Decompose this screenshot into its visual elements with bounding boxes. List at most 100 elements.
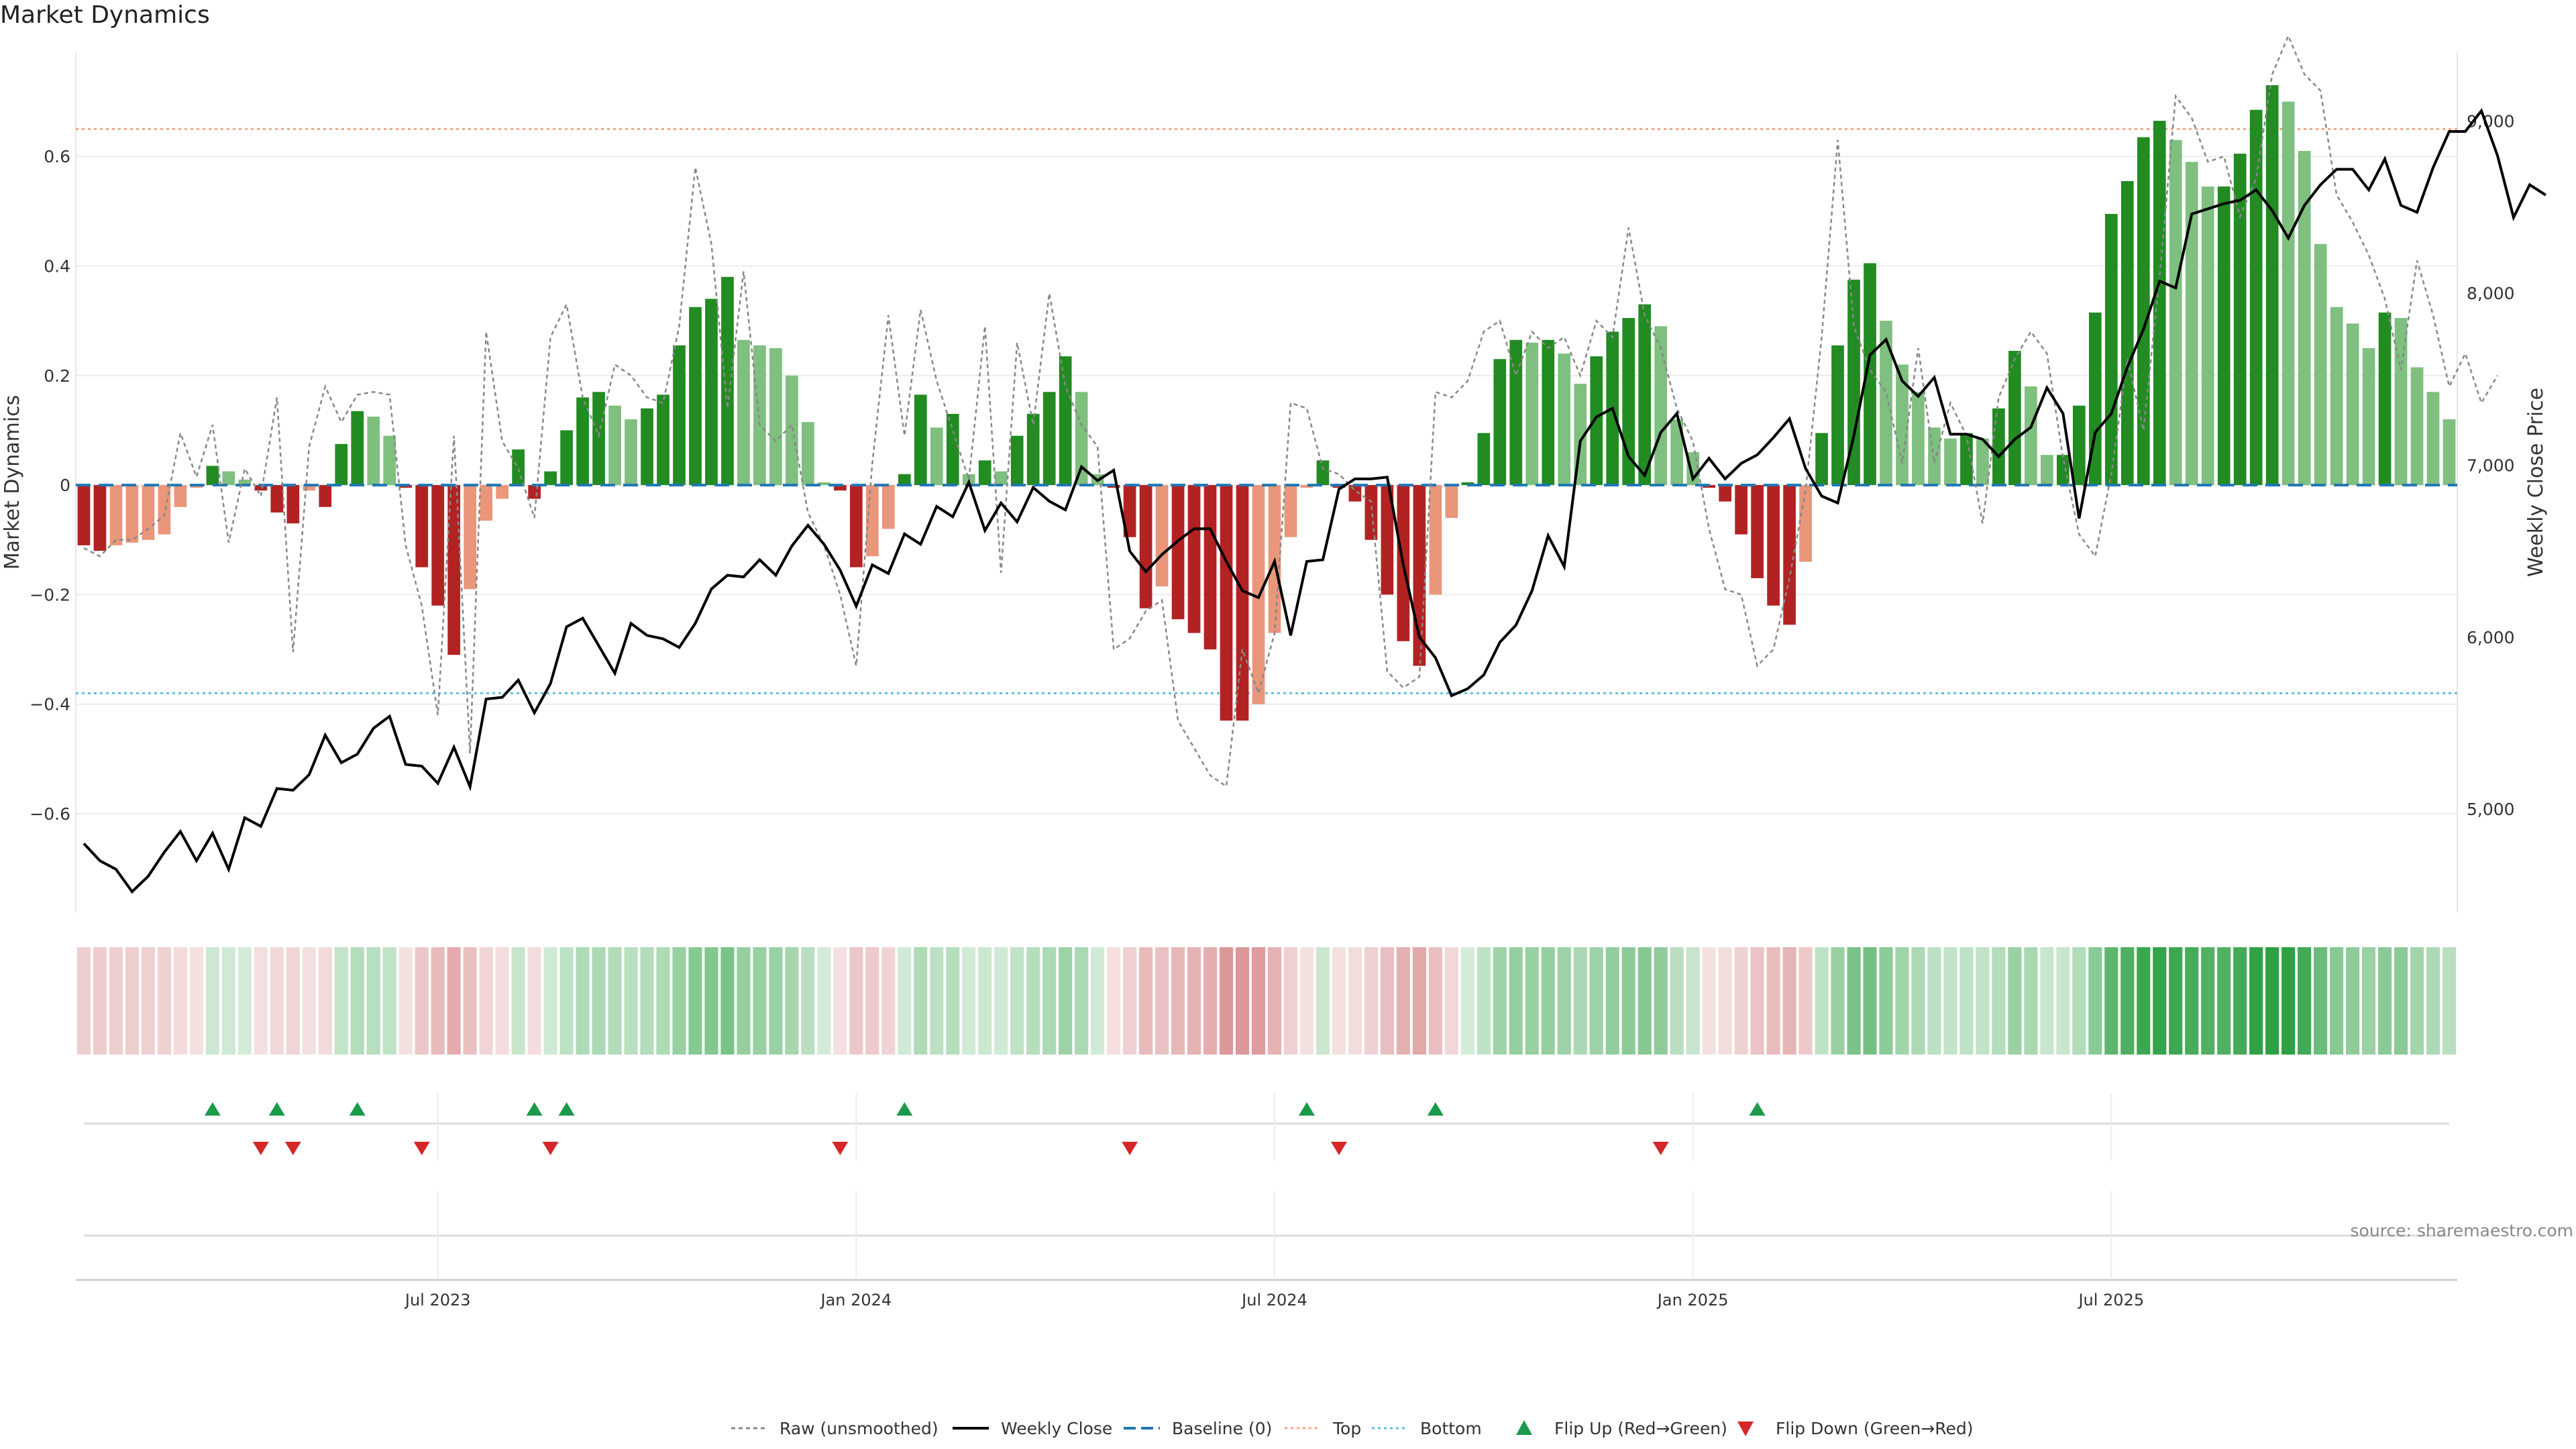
strip-cell [1831, 947, 1845, 1055]
bar [303, 485, 316, 491]
bar [174, 485, 187, 507]
bar [865, 485, 879, 557]
bar [2378, 312, 2392, 486]
strip-cell [1203, 947, 1218, 1055]
bar [2121, 180, 2134, 486]
strip-cell [1412, 947, 1426, 1055]
strip-cell [1091, 947, 1105, 1055]
strip-cell [559, 947, 574, 1055]
x-tick-label: Jul 2023 [404, 1291, 471, 1309]
bar [2201, 186, 2214, 486]
bar [1558, 354, 1571, 486]
bar [1010, 435, 1024, 486]
flip-up-marker [896, 1102, 913, 1116]
y-tick-label: −0.2 [30, 585, 70, 604]
strip-cell [1782, 947, 1796, 1055]
bar [2185, 162, 2198, 486]
strip-cell [2282, 947, 2296, 1055]
bar [2072, 405, 2086, 486]
bar [1042, 392, 1056, 486]
legend-label: Bottom [1420, 1419, 1482, 1438]
strip-cell [511, 947, 525, 1055]
strip-cell [2169, 947, 2183, 1055]
strip-cell [141, 947, 156, 1055]
x-tick-label: Jul 2025 [2077, 1291, 2144, 1309]
bar [2217, 186, 2231, 486]
strip-cell [1107, 947, 1121, 1055]
flip-up-marker [349, 1102, 366, 1116]
bar [1139, 485, 1152, 608]
strip-cell [672, 947, 686, 1055]
bar [576, 397, 589, 486]
strip-cell [1766, 947, 1780, 1055]
strip-cell [1799, 947, 1813, 1055]
strip-cell [221, 947, 235, 1055]
strip-cell [1171, 947, 1185, 1055]
bar [158, 485, 171, 535]
strip-cell [2040, 947, 2054, 1055]
flip-up-marker [268, 1102, 285, 1116]
bar [2314, 244, 2327, 486]
flip-up-marker [1298, 1102, 1315, 1116]
bar [1284, 485, 1297, 537]
strip-cell [2233, 947, 2247, 1055]
bar [431, 485, 445, 606]
strip-cell [1847, 947, 1861, 1055]
bar [1059, 356, 1072, 486]
strip-cell [1557, 947, 1571, 1055]
bar [786, 375, 798, 486]
strip-cell [270, 947, 284, 1055]
y-tick-label: 0.6 [44, 147, 70, 166]
strip-cell [1815, 947, 1829, 1055]
strip-cell [366, 947, 380, 1055]
bar [689, 307, 702, 486]
legend-item-top: Top [1285, 1419, 1361, 1438]
bar [1847, 279, 1860, 486]
bar [2265, 85, 2279, 486]
bar [2426, 392, 2440, 486]
bar [994, 471, 1008, 486]
chart-title: Market Dynamics [0, 1, 210, 29]
strip-cell [801, 947, 815, 1055]
flip-up-marker [558, 1102, 575, 1116]
strip-cell [1573, 947, 1587, 1055]
bar [93, 485, 107, 551]
strip-cell [1010, 947, 1024, 1055]
strip-cell [1155, 947, 1169, 1055]
strip-cell [173, 947, 187, 1055]
bar [1896, 364, 1909, 486]
strip-cell [318, 947, 332, 1055]
strip-cell [479, 947, 493, 1055]
strip-cell [1638, 947, 1652, 1055]
bar [1944, 438, 1957, 486]
bar [2346, 323, 2359, 486]
strip-cell [93, 947, 107, 1055]
bar [978, 460, 991, 486]
strip-cell [2377, 947, 2392, 1055]
strip-cell [1139, 947, 1153, 1055]
flip-up-marker [1749, 1102, 1766, 1116]
bar [946, 413, 959, 486]
strip-cell [1042, 947, 1057, 1055]
strip-cell [1960, 947, 1974, 1055]
flip-down-marker [1122, 1142, 1138, 1155]
bar [270, 485, 284, 513]
x-tick-label: Jan 2024 [819, 1291, 892, 1309]
strip-cell [334, 947, 348, 1055]
x-tick-label: Jul 2024 [1240, 1291, 1307, 1309]
y-tick-label: 0.4 [44, 256, 70, 276]
strip-cell [495, 947, 509, 1055]
strip-cell [237, 947, 252, 1055]
weekly-close-line [83, 108, 2547, 894]
bar [335, 443, 348, 486]
bar [1509, 339, 1523, 486]
strip-cell [640, 947, 654, 1055]
strip-cell [1235, 947, 1250, 1055]
legend-item-down: Flip Down (Green→Red) [1737, 1419, 1974, 1438]
flip-down-marker [1330, 1142, 1347, 1155]
bar [930, 427, 943, 486]
bar [1638, 304, 1652, 486]
bar [1348, 485, 1362, 502]
bar [657, 394, 669, 486]
strip-cell [1686, 947, 1700, 1055]
